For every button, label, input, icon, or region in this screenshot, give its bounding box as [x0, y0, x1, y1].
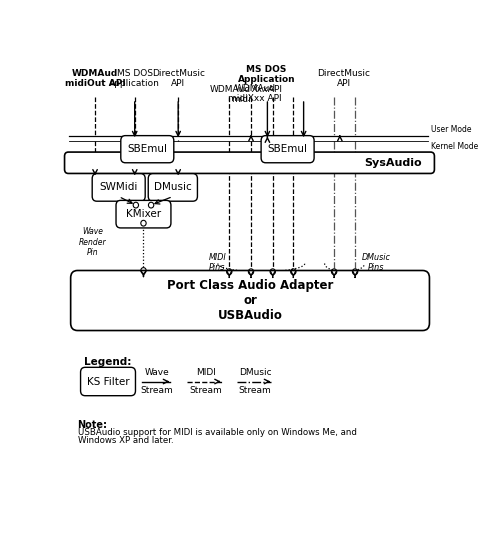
- Text: USBAudio support for MIDI is available only on Windows Me, and: USBAudio support for MIDI is available o…: [78, 428, 356, 437]
- Text: SysAudio: SysAudio: [365, 158, 422, 168]
- Text: MIDI
Pins: MIDI Pins: [208, 253, 226, 272]
- Text: DirectMusic
API: DirectMusic API: [317, 69, 370, 89]
- Text: DMusic: DMusic: [154, 183, 192, 192]
- Text: KS Filter: KS Filter: [87, 376, 129, 387]
- Text: SWMidi: SWMidi: [99, 183, 138, 192]
- Text: Legend:: Legend:: [84, 357, 131, 367]
- FancyBboxPatch shape: [71, 271, 430, 331]
- Text: Stream: Stream: [189, 387, 222, 396]
- Text: WDMAud
midiXxx API: WDMAud midiXxx API: [228, 84, 281, 103]
- Text: Note:: Note:: [78, 420, 108, 430]
- Text: Stream: Stream: [239, 387, 272, 396]
- Text: WDMAud
midiOut API: WDMAud midiOut API: [64, 69, 125, 89]
- Text: Stream: Stream: [140, 387, 173, 396]
- FancyBboxPatch shape: [121, 136, 174, 163]
- Text: SBEmul: SBEmul: [268, 144, 308, 154]
- Text: Wave
Render
Pin: Wave Render Pin: [79, 227, 107, 257]
- FancyBboxPatch shape: [92, 174, 145, 201]
- Text: MS DOS
Application: MS DOS Application: [109, 69, 160, 89]
- Text: DirectMusic
API: DirectMusic API: [152, 69, 205, 89]
- Text: Xxx: Xxx: [251, 84, 268, 93]
- Text: Port Class Audio Adapter
or
USBAudio: Port Class Audio Adapter or USBAudio: [167, 279, 333, 322]
- Text: WDMAud
midi: WDMAud midi: [210, 84, 251, 104]
- FancyBboxPatch shape: [116, 200, 171, 228]
- Text: MIDI: MIDI: [196, 367, 215, 376]
- FancyBboxPatch shape: [64, 152, 434, 174]
- Text: DMusic: DMusic: [239, 367, 272, 376]
- FancyBboxPatch shape: [148, 174, 197, 201]
- Text: SBEmul: SBEmul: [127, 144, 167, 154]
- Text: Kernel Mode: Kernel Mode: [431, 142, 479, 151]
- Text: DMusic
Pins: DMusic Pins: [362, 253, 391, 272]
- FancyBboxPatch shape: [261, 136, 314, 163]
- FancyBboxPatch shape: [81, 367, 135, 396]
- Text: User Mode: User Mode: [431, 125, 472, 135]
- Text: Wave: Wave: [145, 367, 169, 376]
- Text: Windows XP and later.: Windows XP and later.: [78, 436, 173, 445]
- Text: KMixer: KMixer: [126, 209, 161, 219]
- Text: API: API: [266, 84, 282, 93]
- Text: MS DOS
Application: MS DOS Application: [238, 65, 296, 84]
